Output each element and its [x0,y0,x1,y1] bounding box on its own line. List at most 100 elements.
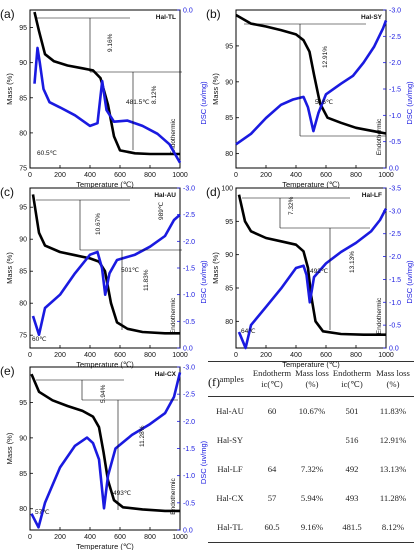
x-tick-label: 200 [260,172,272,179]
y-tick-label: 90 [225,252,233,259]
y2-tick-label: -3.5 [389,186,401,193]
x-axis-title: Temperature (℃) [76,542,134,550]
y2-tick-label: -2.5 [183,392,195,399]
x-tick-label: 1000 [378,172,394,179]
x-tick-label: 1000 [172,172,188,179]
y-tick-label: 85 [19,95,27,102]
y-tick-label: 95 [225,219,233,226]
annotation-label: 516℃ [315,99,334,106]
table-cell: 516 [345,435,359,445]
x-tick-label: 400 [290,172,302,179]
y-axis-title: Mass (%) [211,73,220,105]
y2-tick-label: -2.0 [389,254,401,261]
table-cell: Hal-LF [217,464,243,474]
table-cell [292,426,332,455]
annotation-label: 7.32% [288,196,295,215]
x-tick-label: 800 [350,172,362,179]
table-row: Hal-SY 516 12.91% [208,426,414,455]
x-tick-label: 400 [84,352,96,359]
annotation-label: 8.12% [151,85,158,104]
table-header: Endotherm ic(℃) [332,361,372,397]
table-cell: 13.13% [379,464,407,474]
table-cell: 9.16% [292,513,332,543]
y2-tick-label: -1.0 [183,473,195,480]
dsc-curve [235,20,388,146]
table-cell: 60.5 [252,513,292,543]
chart-panel-hal-lf: 0 200 400 600 800 1000 80 85 90 95 100 0.0 -0.5 -1.0 -… [206,185,414,369]
panel-label: (b) [206,7,221,21]
y2-tick-label: 0.0 [183,346,193,353]
endothermic-note: Endothermic [170,118,177,155]
x-axis-title: Temperature (℃) [76,360,134,369]
y-tick-label: 75 [19,333,27,340]
dsc-curve [33,46,182,164]
annotation-label: 60℃ [32,336,47,343]
summary-table: samples Endotherm ic(℃) Mass loss (%) En… [208,361,414,543]
panel-label: (a) [0,7,15,21]
table-cell: 481.5 [332,513,372,543]
y2-tick-label: 0.0 [183,8,193,15]
annotation-label: 481.5℃ [126,99,150,106]
y2-tick-label: -1.5 [389,277,401,284]
annotation-label: 10.67% [95,213,102,235]
annotation-label: 13.13% [349,251,356,273]
panel-label: (e) [0,364,15,378]
y2-tick-label: 0.0 [183,528,193,535]
y2-tick-label: -0.5 [389,323,401,330]
table-cell: 8.12% [372,513,414,543]
x-axis-title: Temperature (℃) [282,180,340,189]
y2-tick-label: -1.5 [183,446,195,453]
dsc-curve [31,213,181,337]
sample-name: Hal-LF [362,192,382,199]
y-tick-label: 100 [221,186,233,193]
y2-tick-label: -1.0 [389,300,401,307]
x-tick-label: 600 [114,352,126,359]
x-tick-label: 200 [54,352,66,359]
table-cell: 11.83% [379,406,407,416]
y2-tick-label: -0.5 [183,319,195,326]
y-tick-label: 80 [19,506,27,513]
y2-tick-label: -2.0 [183,419,195,426]
x-axis-title: Temperature (℃) [76,180,134,189]
table-row: Hal-LF 64 7.32% 492 13.13% [208,455,414,484]
annotation-label: 9.16% [107,33,114,52]
annotation-label: 64℃ [241,328,256,335]
table-cell: 60 [267,406,277,416]
x-tick-label: 200 [54,534,66,541]
mass-curve [30,373,180,513]
y-tick-label: 80 [19,130,27,137]
plot-frame [235,187,387,349]
y2-tick-label: -2.5 [183,212,195,219]
endothermic-note: Endothermic [376,118,383,155]
y-tick-label: 90 [19,237,27,244]
sample-name: Hal-CX [155,371,177,378]
annotation-label: 11.83% [143,269,150,291]
annotation-label: 60.5℃ [37,150,58,157]
table-header: Mass loss (%) [372,361,414,397]
table-header: Mass loss (%) [292,361,332,397]
y-tick-label: 80 [225,319,233,326]
y2-tick-label: -3.0 [389,8,401,15]
annotation-label: 12.91% [322,46,329,68]
x-tick-label: 200 [260,352,272,359]
y-tick-label: 95 [19,205,27,212]
table-cell: 492 [345,464,359,474]
annotation-label: 11.28% [139,425,146,447]
table-cell: 493 [345,493,359,503]
y-tick-label: 90 [19,60,27,67]
y-tick-label: 95 [225,43,233,50]
mass-curve [235,13,387,135]
sample-name: Hal-AU [154,192,176,199]
chart-panel-hal-sy: 0 200 400 600 800 1000 80 85 90 95 0.0 -0.5 -1.0 -1.5… [206,7,414,189]
table-row: Hal-CX 57 5.94% 493 11.28% [208,484,414,513]
annotation-label: 5.94% [100,384,107,403]
annotation-label: 493℃ [113,490,132,497]
y2-tick-label: -1.0 [183,292,195,299]
table-header: Endotherm ic(℃) [252,361,292,397]
y-tick-label: 85 [225,286,233,293]
table-cell: Hal-SY [216,435,244,445]
y2-tick-label: -3.0 [183,365,195,372]
table-panel-label: (f) [208,375,220,390]
y2-tick-label: -3.0 [183,186,195,193]
y-axis-title: Mass (%) [5,252,14,284]
